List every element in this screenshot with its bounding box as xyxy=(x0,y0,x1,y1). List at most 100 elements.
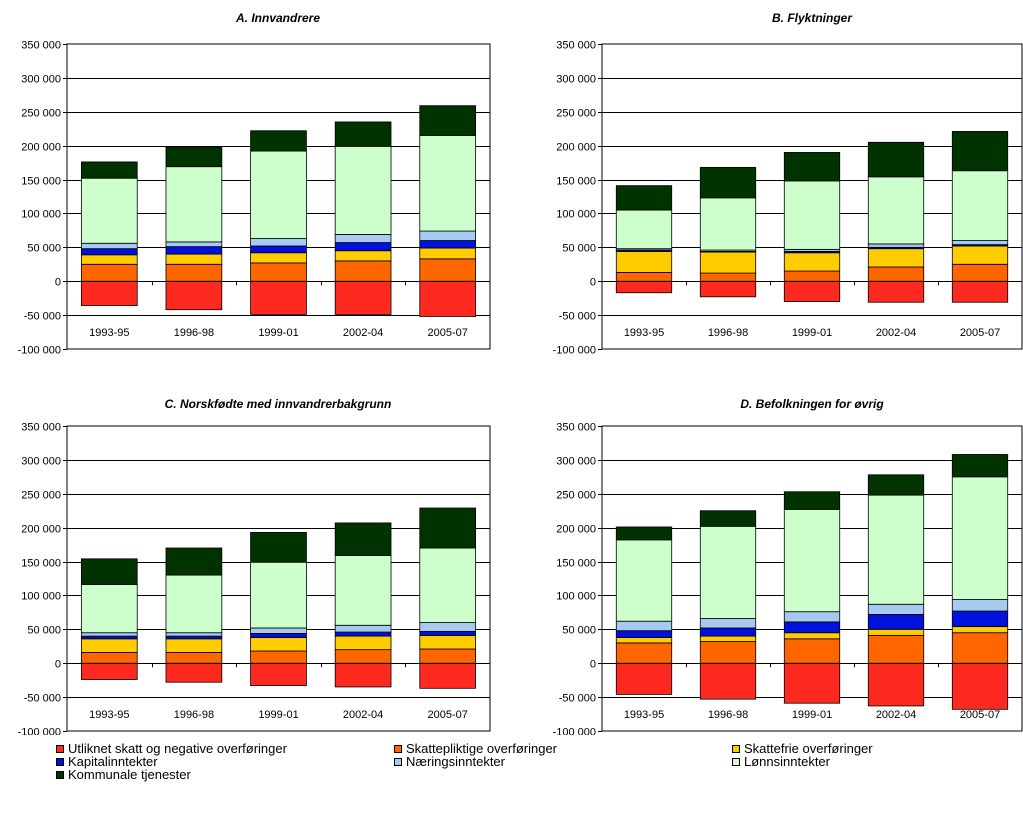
bar-segment xyxy=(867,176,925,245)
x-tick-label: 1999-01 xyxy=(792,327,832,339)
y-tick-label: 150 000 xyxy=(556,176,596,188)
y-tick-label: 200 000 xyxy=(556,524,596,536)
x-tick-label: 2002-04 xyxy=(876,327,916,339)
y-tick-label: 350 000 xyxy=(556,40,596,52)
chart-panel-3: -100 000 -50 000 0 50 000 100 000 150 000 200 … xyxy=(18,397,491,739)
bar-segment xyxy=(80,280,138,307)
legend-label: Kommunale tjenester xyxy=(68,767,191,782)
legend-label: Lønnsinntekter xyxy=(744,754,830,769)
bar-segment xyxy=(419,135,477,232)
legend-swatch-icon xyxy=(56,770,64,779)
bar-segment xyxy=(615,539,673,622)
bar-segment xyxy=(867,614,925,630)
bar-segment xyxy=(80,248,138,256)
bar-segment xyxy=(783,152,841,182)
bar-segment xyxy=(334,145,392,235)
bar-segment xyxy=(867,243,925,248)
y-tick-label: 150 000 xyxy=(21,176,61,188)
legend-label: Næringsinntekter xyxy=(406,754,505,769)
legend-swatch-icon xyxy=(56,757,64,766)
bar-segment xyxy=(783,180,841,250)
bar-segment xyxy=(783,508,841,613)
bar-segment xyxy=(165,253,223,265)
bar-segment xyxy=(867,266,925,282)
x-tick-label: 1996-98 xyxy=(174,709,214,721)
bar-segment xyxy=(165,280,223,311)
y-tick-label: 250 000 xyxy=(21,108,61,120)
bar-segment xyxy=(80,254,138,265)
legend-swatch-icon xyxy=(394,757,402,766)
y-tick-label: 200 000 xyxy=(556,142,596,154)
bar-segment xyxy=(80,558,138,585)
y-tick-label: 50 000 xyxy=(562,243,596,255)
bar-segment xyxy=(615,209,673,250)
y-tick-label: -50 000 xyxy=(24,311,61,323)
y-tick-label: 350 000 xyxy=(21,422,61,434)
y-tick-label: 300 000 xyxy=(556,74,596,86)
bar-segment xyxy=(867,662,925,707)
y-tick-label: 0 xyxy=(55,659,61,671)
bar-segment xyxy=(615,272,673,282)
bar-segment xyxy=(951,599,1009,612)
y-tick-label: 350 000 xyxy=(556,422,596,434)
legend-label: Kapitalinntekter xyxy=(68,754,158,769)
bar-segment xyxy=(165,146,223,168)
bar-segment xyxy=(250,633,307,638)
bar-segment xyxy=(80,242,138,250)
x-tick-label: 2002-04 xyxy=(343,327,383,339)
bar-segment xyxy=(783,252,841,272)
bar-segment xyxy=(615,630,673,638)
y-tick-label: 200 000 xyxy=(21,524,61,536)
bar-segment xyxy=(783,638,841,664)
legend-swatch-icon xyxy=(732,744,740,753)
bar-segment xyxy=(250,130,307,152)
bar-segment xyxy=(615,637,673,644)
bar-segment xyxy=(615,620,673,632)
bar-segment xyxy=(80,638,138,653)
bar-segment xyxy=(699,251,757,274)
bar-segment xyxy=(80,177,138,244)
bar-segment xyxy=(699,525,757,619)
bar-segment xyxy=(250,245,307,254)
bar-segment xyxy=(250,650,307,664)
bar-segment xyxy=(783,621,841,634)
y-tick-label: -50 000 xyxy=(24,693,61,705)
bar-segment xyxy=(250,627,307,634)
x-tick-label: 1993-95 xyxy=(624,327,664,339)
bar-segment xyxy=(165,574,223,634)
bar-segment xyxy=(951,245,1009,265)
chart-panel-4: -100 000 -50 000 0 50 000 100 000 150 000 200 … xyxy=(553,397,1023,739)
x-tick-label: 1993-95 xyxy=(624,709,664,721)
bar-segment xyxy=(951,280,1009,303)
bar-segment xyxy=(334,635,392,651)
bar-segment xyxy=(783,270,841,282)
bar-segment xyxy=(951,240,1009,246)
y-tick-label: -100 000 xyxy=(553,727,596,736)
x-tick-label: 2005-07 xyxy=(960,327,1000,339)
bar-segment xyxy=(165,651,223,664)
y-tick-label: 200 000 xyxy=(21,142,61,154)
chart-title: B. Flyktninger xyxy=(772,11,853,25)
x-tick-label: 2002-04 xyxy=(876,709,916,721)
bar-segment xyxy=(250,532,307,563)
bar-segment xyxy=(334,234,392,243)
y-tick-label: 250 000 xyxy=(556,108,596,120)
bar-segment xyxy=(334,121,392,147)
bar-segment xyxy=(419,547,477,623)
bar-segment xyxy=(867,635,925,664)
bar-segment xyxy=(419,507,477,549)
chart-title: C. Norskfødte med innvandrerbakgrunn xyxy=(165,397,392,411)
bar-segment xyxy=(867,248,925,268)
bar-segment xyxy=(615,662,673,695)
y-tick-label: 0 xyxy=(55,277,61,289)
bar-segment xyxy=(250,280,307,315)
chart-panel-1: -100 000 -50 000 0 50 000 100 000 150 000 200 … xyxy=(18,11,491,357)
bar-segment xyxy=(165,263,223,282)
x-tick-label: 2005-07 xyxy=(428,327,468,339)
legend-item-lonnsinntekter: Lønnsinntekter xyxy=(732,755,830,768)
y-tick-label: 50 000 xyxy=(562,625,596,637)
legend-item-naeringsinntekter: Næringsinntekter xyxy=(394,755,505,768)
legend-swatch-icon xyxy=(732,757,740,766)
bar-segment xyxy=(867,474,925,496)
bar-segment xyxy=(699,618,757,629)
